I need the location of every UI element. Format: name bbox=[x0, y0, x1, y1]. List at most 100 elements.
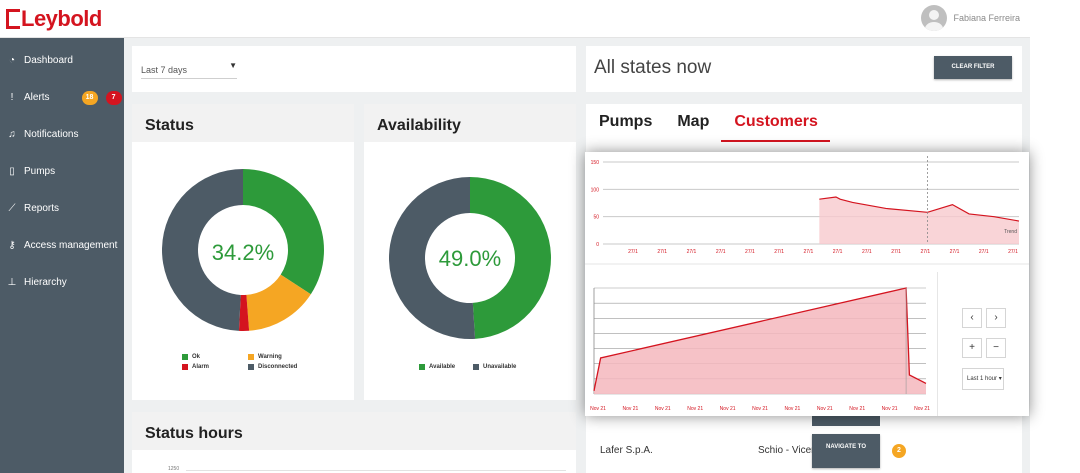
legend-swatch bbox=[182, 354, 188, 360]
tab-customers[interactable]: Customers bbox=[721, 104, 830, 142]
overview-x-tick-label: 27/1 bbox=[804, 249, 814, 255]
legend-swatch bbox=[248, 354, 254, 360]
top-bar: Leybold Fabiana Ferreira bbox=[0, 0, 1030, 38]
zoom-out-icon[interactable]: − bbox=[986, 338, 1006, 358]
legend-item-disconnected: Disconnected bbox=[248, 364, 297, 370]
donut-slice-warning bbox=[246, 274, 311, 331]
overview-x-tick-label: 27/1 bbox=[979, 249, 989, 255]
user-name: Fabiana Ferreira bbox=[953, 13, 1020, 23]
status-card-title: Status bbox=[132, 104, 354, 142]
chevron-left-icon[interactable]: ‹ bbox=[962, 308, 982, 328]
sidebar-item-access-management[interactable]: ⚷ Access management bbox=[0, 227, 124, 264]
tab-map[interactable]: Map bbox=[677, 113, 710, 130]
availability-center-value: 49.0% bbox=[438, 246, 502, 271]
sidebar-item-label: Hierarchy bbox=[24, 277, 67, 288]
legend-item-warning: Warning bbox=[248, 354, 282, 360]
detail-area bbox=[594, 288, 926, 394]
status-hours-title: Status hours bbox=[132, 412, 576, 450]
zoom-in-icon[interactable]: + bbox=[962, 338, 982, 358]
period-filter-card: Last 7 days ▼ bbox=[132, 46, 576, 92]
legend-swatch bbox=[248, 364, 254, 370]
legend-label: Disconnected bbox=[258, 364, 298, 370]
overview-y-tick-label: 100 bbox=[591, 187, 600, 193]
detail-x-tick-label: Nov 21 bbox=[752, 406, 768, 412]
avatar-icon[interactable] bbox=[921, 5, 948, 31]
sidebar-item-hierarchy[interactable]: ⊥ Hierarchy bbox=[0, 264, 124, 301]
overview-x-tick-label: 27/1 bbox=[687, 249, 697, 255]
sidebar-item-dashboard[interactable]: ◔ Dashboard bbox=[0, 42, 124, 79]
sidebar-item-label: Dashboard bbox=[24, 55, 73, 66]
tab-pumps[interactable]: Pumps bbox=[599, 113, 653, 130]
chart-popup: 150 100 50 0 Trend 27/1 27/1 27/1 27/1 27/1 27/1 27… bbox=[585, 152, 1029, 416]
caret-down-icon: ▼ bbox=[229, 61, 237, 70]
status-card: Status 34.2% Ok Warning Alarm Dis bbox=[132, 104, 354, 400]
brand-name: Leybold bbox=[21, 6, 102, 31]
detail-x-tick-label: Nov 21 bbox=[622, 406, 638, 412]
gridline bbox=[186, 470, 566, 471]
sidebar-item-label: Reports bbox=[24, 203, 60, 214]
popup-charts: 150 100 50 0 Trend 27/1 27/1 27/1 27/1 27/1 27/1 27… bbox=[585, 152, 1029, 412]
sidebar-item-pumps[interactable]: ▯ Pumps bbox=[0, 153, 124, 190]
overview-x-tick-label: 27/1 bbox=[950, 249, 960, 255]
customer-name: Lafer S.p.A. bbox=[600, 445, 653, 456]
status-center-value: 34.2% bbox=[211, 240, 275, 265]
legend-label: Available bbox=[429, 364, 456, 370]
overview-chart-background bbox=[585, 152, 1029, 264]
donut-slice-unavailable bbox=[388, 177, 476, 339]
pump-icon: ▯ bbox=[9, 166, 15, 177]
donut-slice-available bbox=[470, 177, 551, 339]
detail-x-tick-label: Nov 21 bbox=[914, 406, 930, 412]
alarm-count-badge: 7 bbox=[105, 90, 122, 105]
overview-y-tick-label: 150 bbox=[591, 160, 600, 166]
tab-bar: Pumps Map Customers bbox=[586, 104, 1022, 142]
y-tick-label: 1250 bbox=[168, 466, 180, 472]
bell-icon: ♫ bbox=[8, 129, 16, 140]
sidebar-item-reports[interactable]: ⟋ Reports bbox=[0, 190, 124, 227]
availability-card-title: Availability bbox=[364, 104, 576, 142]
sidebar-item-notifications[interactable]: ♫ Notifications bbox=[0, 116, 124, 153]
sidebar-item-label: Alerts bbox=[24, 92, 50, 103]
legend-swatch bbox=[419, 364, 425, 370]
warning-count-badge: 2 bbox=[892, 444, 906, 458]
sidebar-item-label: Notifications bbox=[24, 129, 79, 140]
detail-x-tick-label: Nov 21 bbox=[655, 406, 671, 412]
chart-line-icon: ⟋ bbox=[8, 203, 16, 214]
sidebar: ◔ Dashboard ! Alerts 18 7 ♫ Notification… bbox=[0, 38, 124, 473]
overview-x-tick-label: 27/1 bbox=[862, 249, 872, 255]
availability-card: Availability 49.0% Available Unavailable bbox=[364, 104, 576, 400]
key-icon: ⚷ bbox=[8, 240, 16, 251]
sidebar-item-alerts[interactable]: ! Alerts 18 7 bbox=[0, 79, 124, 116]
hierarchy-icon: ⊥ bbox=[7, 277, 17, 288]
status-hours-card: Status hours 1250 bbox=[132, 412, 576, 473]
legend-swatch bbox=[182, 364, 188, 370]
sidebar-item-label: Pumps bbox=[24, 166, 56, 177]
detail-x-tick-label: Nov 21 bbox=[590, 406, 606, 412]
overview-x-tick-label: 27/1 bbox=[716, 249, 726, 255]
time-range-select[interactable]: Last 1 hour ▾ bbox=[962, 368, 1004, 390]
donut-slice-ok bbox=[243, 169, 324, 295]
detail-x-tick-label: Nov 21 bbox=[720, 406, 736, 412]
legend-swatch bbox=[473, 364, 479, 370]
availability-legend: Available Unavailable bbox=[419, 364, 549, 374]
overview-y-tick-label: 50 bbox=[593, 215, 599, 221]
legend-label: Warning bbox=[258, 354, 282, 360]
legend-item-alarm: Alarm bbox=[182, 364, 209, 370]
clear-filter-button[interactable]: CLEAR FILTER bbox=[934, 56, 1012, 79]
logo-mark-icon bbox=[6, 9, 20, 29]
period-select[interactable]: Last 7 days ▼ bbox=[141, 61, 237, 79]
legend-label: Ok bbox=[192, 354, 201, 360]
legend-item-unavailable: Unavailable bbox=[473, 364, 516, 370]
detail-x-tick-label: Nov 21 bbox=[882, 406, 898, 412]
overview-x-tick-label: 27/1 bbox=[745, 249, 755, 255]
detail-x-tick-label: Nov 21 bbox=[849, 406, 865, 412]
brand-logo[interactable]: Leybold bbox=[6, 6, 102, 32]
chevron-right-icon[interactable]: › bbox=[986, 308, 1006, 328]
navigate-to-button[interactable]: NAVIGATE TO bbox=[812, 434, 880, 468]
dashboard-icon: ◔ bbox=[8, 55, 16, 66]
warning-count-badge: 18 bbox=[81, 90, 98, 105]
period-select-value: Last 7 days bbox=[141, 65, 188, 75]
sidebar-item-label: Access management bbox=[24, 240, 118, 251]
legend-label: Unavailable bbox=[483, 364, 517, 370]
user-menu[interactable]: Fabiana Ferreira bbox=[921, 5, 1020, 31]
